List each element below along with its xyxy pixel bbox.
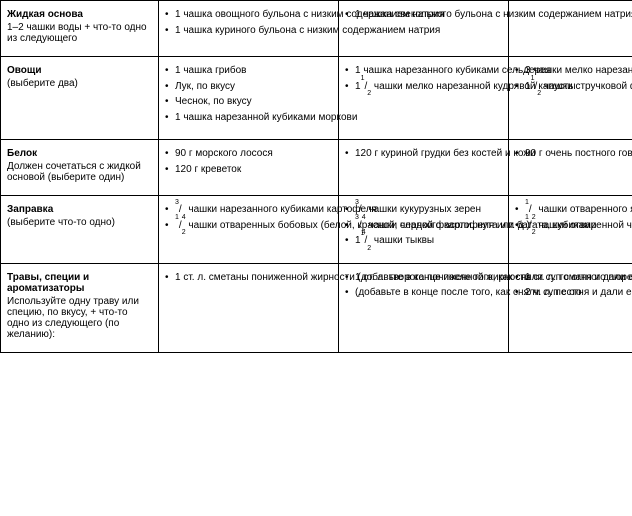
options-cell: 120 г куриной грудки без костей и кожи — [339, 140, 509, 196]
list-item: 90 г очень постного говяжьего фарша или … — [515, 148, 626, 161]
option-list: 3/4 чашки нарезанного кубиками картофеля… — [165, 204, 332, 232]
list-item: 1 чашка нарезанной кубиками моркови — [165, 112, 332, 125]
list-item: 1 ст. л. творога пониженной жирности — [345, 272, 502, 285]
row-subtitle: Должен сочетаться с жидкой основой (выбе… — [7, 161, 152, 183]
row-subtitle: 1–2 чашки воды + что-то одно из следующе… — [7, 22, 152, 44]
row-header-cell: Травы, специи и ароматизаторыИспользуйте… — [1, 263, 159, 352]
option-list: 3/4 чашки кукурузных зерен 3/4 чашки слад… — [345, 204, 502, 248]
list-item: Чеснок, по вкусу — [165, 96, 332, 109]
list-item: 3/4 чашки сладкого картофеля или батата,… — [345, 220, 502, 233]
list-item: Лук, по вкусу — [165, 81, 332, 94]
row-subtitle: Используйте одну траву или специю, по вк… — [7, 296, 152, 340]
list-item: 120 г куриной грудки без костей и кожи — [345, 148, 502, 161]
option-list: 90 г очень постного говяжьего фарша или … — [515, 148, 626, 161]
list-item: 1 ст. л. томатного пюре — [515, 272, 626, 285]
list-item: 11/2 чашки тыквы — [345, 235, 502, 248]
table-row: Заправка (выберите что-то одно) 3/4 чашки … — [1, 196, 632, 264]
list-item: 90 г морского лосося — [165, 148, 332, 161]
row-header-cell: Заправка (выберите что-то одно) — [1, 196, 159, 264]
option-list: 1/2 чашки отваренного ячменя 1/2 чашки от… — [515, 204, 626, 232]
option-list: 1 чашка свекольного бульона с низким сод… — [345, 9, 502, 22]
list-item: 11/2 чашки стручковой фасоли — [515, 81, 626, 94]
options-cell: 3 чашки мелко нарезанного шпината11/2 ча… — [509, 57, 632, 140]
option-list: 1 чашка грибов Лук, по вкусу Чеснок, по вк… — [165, 65, 332, 124]
options-cell: 1 ст. л. томатного пюре 2 ч. л. песто — [509, 263, 632, 352]
options-cell: 1 ст. л. сметаны пониженной жирности (до… — [159, 263, 339, 352]
table-row: Травы, специи и ароматизаторыИспользуйте… — [1, 263, 632, 352]
row-title: Овощи — [7, 65, 152, 76]
row-header-cell: Белок Должен сочетаться с жидкой основой … — [1, 140, 159, 196]
row-title: Белок — [7, 148, 152, 159]
row-title: Жидкая основа — [7, 9, 152, 20]
row-subtitle: (выберите два) — [7, 78, 152, 89]
option-list: 120 г куриной грудки без костей и кожи — [345, 148, 502, 161]
options-cell: 3/4 чашки нарезанного кубиками картофеля… — [159, 196, 339, 264]
option-list: 1 чашка нарезанного кубиками сельдерея 11… — [345, 65, 502, 93]
recipe-table: Жидкая основа 1–2 чашки воды + что-то одн… — [0, 0, 632, 353]
list-item: 2 ч. л. песто — [515, 287, 626, 300]
option-list: 1 ст. л. сметаны пониженной жирности (до… — [165, 272, 332, 285]
option-list: 3 чашки мелко нарезанного шпината11/2 ча… — [515, 65, 626, 93]
list-item: 1 ст. л. сметаны пониженной жирности (до… — [165, 272, 332, 285]
options-cell: 1 ст. л. творога пониженной жирности (доб… — [339, 263, 509, 352]
list-item: 1 чашка куриного бульона с низким содерж… — [165, 25, 332, 38]
options-cell: 1 чашка овощного бульона с низким содерж… — [159, 1, 339, 57]
row-subtitle: (выберите что-то одно) — [7, 217, 152, 228]
list-item: 1 чашка овощного бульона с низким содерж… — [165, 9, 332, 22]
options-cell: 90 г очень постного говяжьего фарша или … — [509, 140, 632, 196]
list-item: 1 чашка свекольного бульона с низким сод… — [345, 9, 502, 22]
row-title: Заправка — [7, 204, 152, 215]
option-list: 1 ст. л. томатного пюре 2 ч. л. песто — [515, 272, 626, 300]
list-item: 1 чашка грибов — [165, 65, 332, 78]
option-list: 1 ст. л. творога пониженной жирности (доб… — [345, 272, 502, 300]
list-item: (добавьте в конце после того, как сняли … — [345, 287, 502, 300]
list-item: 3/4 чашки нарезанного кубиками картофеля — [165, 204, 332, 217]
list-item: 120 г креветок — [165, 164, 332, 177]
list-item: 1/2 чашки отваренного ячменя — [515, 204, 626, 217]
list-item: 11/2 чашки мелко нарезанной кудрявой кап… — [345, 81, 502, 94]
options-cell: 90 г морского лосося 120 г креветок — [159, 140, 339, 196]
row-title: Травы, специи и ароматизаторы — [7, 272, 152, 294]
options-cell: 1/2 чашки отваренного ячменя 1/2 чашки от… — [509, 196, 632, 264]
list-item: 1/2 чашки отваренной чечевицы — [515, 220, 626, 233]
list-item: 3/4 чашки кукурузных зерен — [345, 204, 502, 217]
table-row: Белок Должен сочетаться с жидкой основой … — [1, 140, 632, 196]
row-header-cell: Жидкая основа 1–2 чашки воды + что-то одн… — [1, 1, 159, 57]
table-row: Овощи (выберите два) 1 чашка грибов Лук, по… — [1, 57, 632, 140]
options-cell: 1 чашка грибов Лук, по вкусу Чеснок, по вк… — [159, 57, 339, 140]
row-header-cell: Овощи (выберите два) — [1, 57, 159, 140]
options-cell: 1 чашка нарезанного кубиками сельдерея 11… — [339, 57, 509, 140]
list-item: 1/2 чашки отваренных бобовых (белой, кра… — [165, 220, 332, 233]
list-item: 1 чашка нарезанного кубиками сельдерея — [345, 65, 502, 78]
table-row: Жидкая основа 1–2 чашки воды + что-то одн… — [1, 1, 632, 57]
option-list: 1 чашка овощного бульона с низким содерж… — [165, 9, 332, 37]
option-list: 90 г морского лосося 120 г креветок — [165, 148, 332, 176]
options-cell: 3/4 чашки кукурузных зерен 3/4 чашки слад… — [339, 196, 509, 264]
